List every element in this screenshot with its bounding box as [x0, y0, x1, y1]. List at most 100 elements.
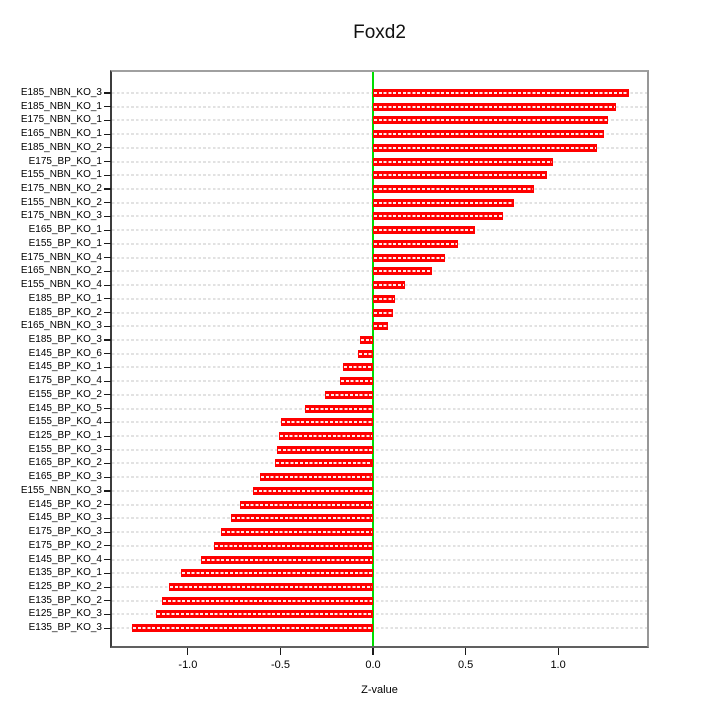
y-tick: [104, 106, 111, 108]
x-axis-label: Z-value: [361, 684, 398, 696]
y-axis-label: E185_NBN_KO_3: [20, 86, 102, 98]
bar: [276, 445, 374, 454]
y-axis-label: E145_BP_KO_1: [28, 361, 102, 373]
gridline: [112, 380, 647, 383]
bar-stripe-pattern: [374, 311, 393, 314]
bar-stripe-pattern: [374, 201, 513, 204]
bar: [280, 418, 374, 427]
bar: [339, 377, 373, 386]
gridline: [112, 627, 647, 630]
y-axis-label: E175_NBN_KO_1: [20, 114, 102, 126]
bar-stripe-pattern: [374, 160, 552, 163]
y-axis-label: E165_BP_KO_2: [28, 457, 102, 469]
y-axis-label: E185_BP_KO_1: [28, 292, 102, 304]
bar: [373, 116, 609, 125]
y-axis-label: E155_BP_KO_4: [28, 416, 102, 428]
x-tick: [372, 648, 374, 655]
gridline: [112, 393, 647, 396]
y-axis-label: E145_BP_KO_5: [28, 402, 102, 414]
y-axis-label: E165_NBN_KO_2: [20, 265, 102, 277]
bar: [200, 555, 374, 564]
y-axis-label: E185_NBN_KO_1: [20, 100, 102, 112]
bar: [373, 157, 553, 166]
y-tick: [104, 215, 111, 218]
y-axis-label: E175_BP_KO_4: [28, 375, 102, 387]
gridline: [112, 558, 647, 561]
y-tick: [104, 600, 111, 602]
bar-stripe-pattern: [201, 558, 373, 561]
bar: [180, 569, 373, 578]
y-tick: [104, 284, 111, 286]
x-tick: [279, 648, 282, 655]
y-axis-label: E155_BP_KO_2: [28, 388, 102, 400]
bar: [324, 390, 373, 399]
y-tick: [104, 408, 111, 410]
y-tick: [104, 229, 111, 231]
bar-stripe-pattern: [374, 256, 445, 259]
gridline: [112, 489, 647, 492]
y-tick: [104, 435, 111, 437]
bar-stripe-pattern: [279, 435, 372, 437]
y-tick: [104, 243, 111, 245]
y-tick: [104, 257, 111, 259]
bar: [373, 88, 629, 97]
bar-stripe-pattern: [374, 229, 474, 232]
bar-stripe-pattern: [305, 407, 372, 410]
bar: [221, 528, 373, 537]
y-axis-label: E125_BP_KO_1: [28, 430, 102, 441]
bar: [169, 583, 373, 591]
bar-stripe-pattern: [253, 489, 372, 492]
bar-stripe-pattern: [374, 105, 615, 108]
y-tick: [104, 627, 111, 629]
bar: [373, 212, 503, 221]
bar-stripe-pattern: [374, 325, 387, 328]
y-axis-label: E125_BP_KO_3: [28, 608, 102, 620]
bar: [230, 514, 373, 523]
gridline: [112, 531, 647, 534]
bar-stripe-pattern: [374, 187, 534, 190]
y-tick: [104, 586, 111, 588]
x-tick-label: 1.0: [550, 659, 566, 671]
bar-stripe-pattern: [231, 517, 372, 520]
chart-title: Foxd2: [353, 22, 406, 43]
y-tick: [104, 298, 111, 300]
x-tick: [187, 648, 189, 655]
x-tick: [465, 648, 467, 655]
y-tick: [104, 353, 111, 355]
bar: [358, 349, 373, 358]
x-tick: [557, 648, 559, 655]
bar-stripe-pattern: [222, 531, 372, 534]
bar: [304, 404, 373, 413]
gridline: [112, 352, 647, 355]
bar: [373, 143, 597, 152]
y-axis-label: E185_BP_KO_2: [28, 306, 102, 318]
bar: [373, 239, 459, 248]
gridline: [112, 407, 647, 410]
bar-stripe-pattern: [374, 297, 395, 300]
bar-stripe-pattern: [361, 338, 373, 341]
y-tick: [104, 476, 111, 478]
y-tick: [104, 312, 111, 314]
bar: [252, 486, 373, 495]
bar-stripe-pattern: [340, 380, 372, 383]
y-tick: [104, 202, 111, 204]
y-tick: [104, 572, 111, 574]
bar-stripe-pattern: [374, 242, 458, 245]
bar-stripe-pattern: [281, 421, 373, 424]
y-tick: [104, 92, 111, 94]
y-tick: [104, 394, 111, 396]
bar-stripe-pattern: [374, 91, 628, 94]
y-axis-label: E175_NBN_KO_3: [20, 210, 102, 222]
y-axis-label: E135_BP_KO_3: [28, 622, 102, 634]
bar-stripe-pattern: [374, 119, 608, 122]
bar: [373, 198, 514, 207]
y-axis-label: E185_NBN_KO_2: [20, 141, 102, 153]
bar: [373, 226, 475, 235]
bar: [132, 624, 374, 633]
gridline: [112, 503, 647, 506]
y-axis-label: E175_NBN_KO_4: [20, 251, 102, 263]
y-axis-label: E155_NBN_KO_3: [20, 484, 102, 496]
y-axis-label: E185_BP_KO_3: [28, 333, 102, 345]
bar: [373, 171, 547, 180]
y-axis-label: E155_NBN_KO_4: [20, 279, 102, 290]
